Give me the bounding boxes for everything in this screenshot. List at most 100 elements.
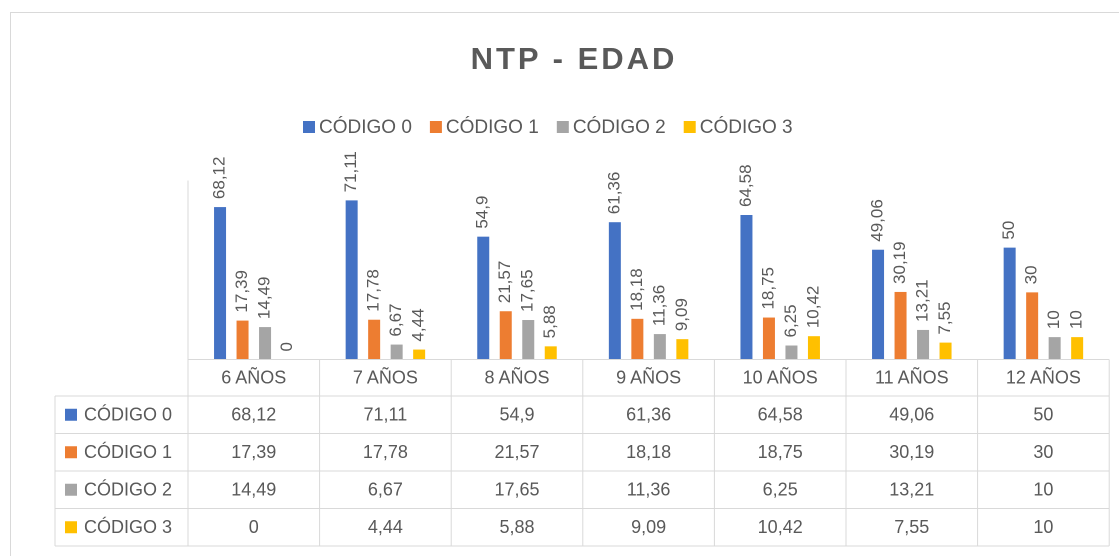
table-cell: 10 [1033, 480, 1053, 500]
x-tick-label: 12 AÑOS [1006, 367, 1081, 388]
bar [740, 215, 753, 360]
legend-label: CÓDIGO 0 [319, 116, 412, 138]
data-label: 10 [1044, 310, 1063, 329]
table-cell: 30 [1033, 442, 1053, 462]
table-cell: 49,06 [889, 405, 934, 425]
legend-swatch [556, 121, 569, 133]
data-label: 30 [1022, 265, 1041, 284]
bar [368, 319, 381, 360]
data-label: 7,55 [935, 302, 954, 335]
data-label: 11,36 [649, 285, 668, 326]
legend-label: CÓDIGO 2 [573, 116, 666, 138]
x-tick-label: 10 AÑOS [743, 367, 818, 388]
table-cell: 68,12 [231, 405, 276, 425]
table-legend-swatch [65, 483, 77, 496]
table-cell: 10,42 [758, 517, 803, 537]
legend-swatch [303, 121, 315, 133]
x-tick-label: 9 AÑOS [616, 367, 681, 388]
table-cell: 0 [249, 517, 259, 537]
table-cell: 71,11 [364, 405, 408, 425]
data-label: 17,65 [518, 269, 537, 312]
table-cell: 14,49 [231, 480, 276, 500]
bar [785, 345, 798, 360]
bar [345, 200, 358, 360]
bar [390, 344, 403, 360]
table-legend-swatch [65, 446, 77, 459]
x-tick-label: 6 AÑOS [221, 367, 286, 388]
data-label: 18,18 [627, 268, 646, 311]
data-label: 6,67 [386, 303, 405, 336]
data-label: 68,12 [210, 157, 229, 200]
data-label: 4,44 [409, 308, 428, 341]
table-cell: 6,67 [368, 480, 403, 500]
table-cell: 5,88 [499, 517, 534, 537]
bar [917, 329, 930, 360]
table-row-label: CÓDIGO 2 [84, 479, 172, 500]
data-label: 50 [999, 221, 1018, 240]
data-label: 0 [277, 342, 296, 351]
data-label: 64,58 [736, 164, 755, 207]
bar [236, 320, 249, 360]
bar [214, 207, 227, 360]
table-cell: 61,36 [626, 405, 671, 425]
bar [522, 320, 535, 360]
legend-label: CÓDIGO 3 [700, 116, 793, 138]
data-label: 13,21 [913, 279, 932, 322]
table-cell: 11,36 [627, 480, 671, 500]
table-cell: 9,09 [631, 517, 666, 537]
bar [872, 249, 885, 360]
bar [1071, 337, 1084, 360]
legend-swatch [683, 121, 696, 133]
x-tick-label: 7 AÑOS [353, 367, 418, 388]
table-cell: 10 [1033, 517, 1053, 537]
table-cell: 64,58 [758, 405, 803, 425]
bar [807, 336, 820, 360]
table-cell: 4,44 [368, 517, 403, 537]
data-label: 61,36 [604, 172, 623, 215]
table-legend-swatch [65, 521, 77, 534]
data-label: 21,57 [495, 261, 514, 304]
data-label: 18,75 [758, 267, 777, 310]
data-label: 54,9 [473, 196, 492, 229]
legend-label: CÓDIGO 1 [446, 116, 539, 138]
bar [259, 327, 272, 360]
data-label: 10,42 [803, 286, 822, 329]
data-label: 14,49 [255, 277, 274, 320]
table-cell: 7,55 [894, 517, 929, 537]
data-label: 5,88 [540, 305, 559, 338]
data-label: 9,09 [672, 298, 691, 331]
bar [413, 349, 426, 360]
data-label: 71,11 [341, 151, 360, 192]
bar [631, 318, 644, 360]
bar [894, 291, 907, 360]
data-label: 6,25 [781, 304, 800, 337]
chart-title: NTP - EDAD [471, 41, 678, 76]
table-cell: 30,19 [889, 442, 934, 462]
data-label: 49,06 [868, 199, 887, 242]
table-cell: 13,21 [889, 480, 934, 500]
bar [1048, 337, 1061, 360]
table-cell: 6,25 [763, 480, 798, 500]
x-tick-label: 11 AÑOS [875, 367, 949, 388]
bar [477, 236, 490, 360]
bar [1026, 292, 1039, 360]
bar [676, 339, 689, 360]
table-row-label: CÓDIGO 1 [84, 441, 172, 462]
bar [762, 317, 775, 360]
bar [499, 311, 512, 360]
table-legend-swatch [65, 408, 77, 421]
table-cell: 18,18 [626, 442, 671, 462]
bar [653, 334, 666, 360]
table-cell: 17,39 [231, 442, 276, 462]
chart-border [10, 12, 1119, 556]
table-row-label: CÓDIGO 0 [84, 404, 172, 425]
table-row-label: CÓDIGO 3 [84, 516, 172, 537]
bar [939, 342, 952, 360]
data-label: 17,78 [364, 269, 383, 312]
bar [1003, 247, 1016, 360]
legend-swatch [429, 121, 442, 133]
bar [608, 222, 621, 360]
table-cell: 18,75 [758, 442, 803, 462]
bar [544, 346, 557, 360]
